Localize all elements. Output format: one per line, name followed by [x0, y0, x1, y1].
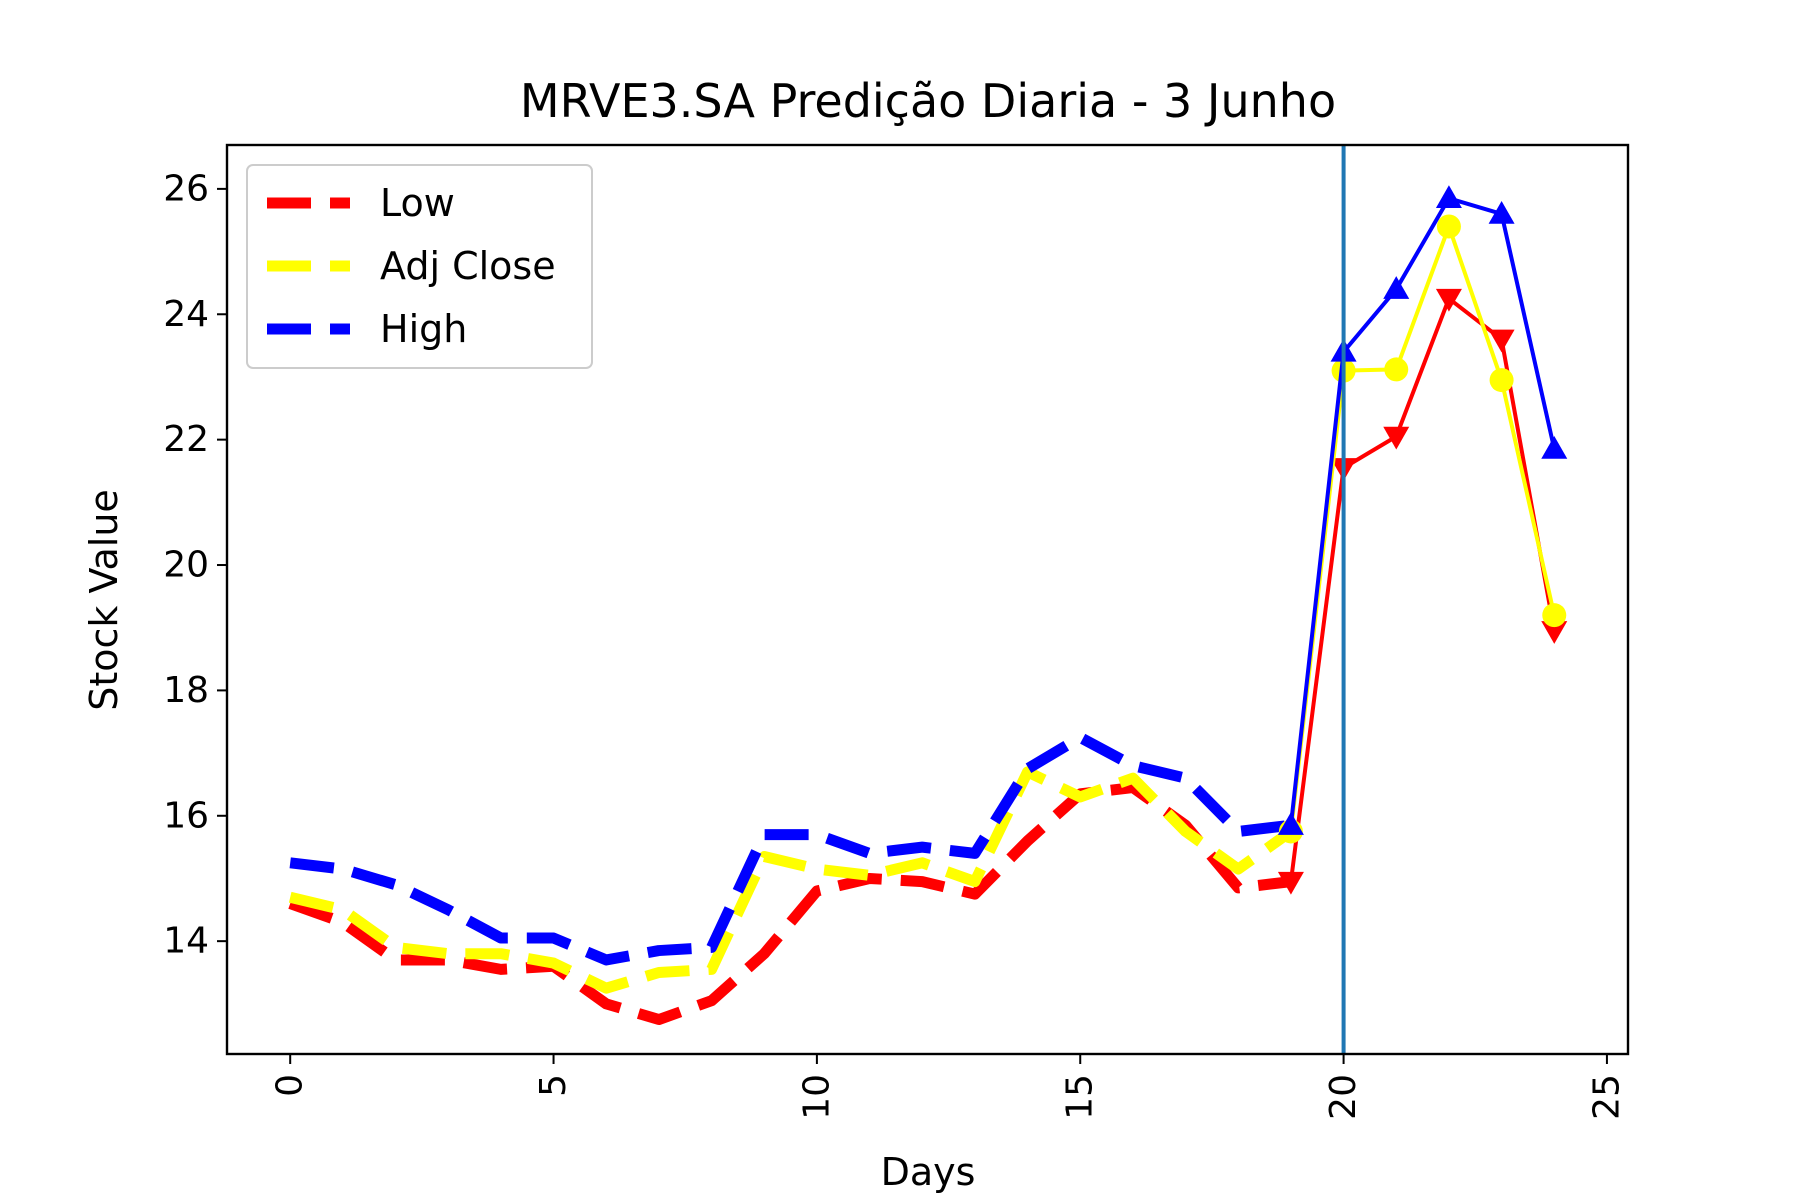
series-low-point [1435, 288, 1462, 312]
series-adj-close-point [1436, 214, 1461, 239]
series-high-point [1277, 812, 1304, 835]
series-high-point [1435, 185, 1462, 209]
x-tick-label: 0 [270, 1074, 311, 1097]
x-tick-label: 20 [1323, 1074, 1364, 1120]
chart-title: MRVE3.SA Predição Diaria - 3 Junho [520, 74, 1336, 128]
legend-box [246, 164, 593, 369]
x-tick-label: 5 [533, 1074, 574, 1097]
legend-label-adj-close: Adj Close [380, 244, 556, 288]
series-high-point [1488, 200, 1515, 224]
series-high-forecast-line [1288, 196, 1557, 826]
y-tick-label: 14 [163, 921, 209, 962]
series-low-point [1541, 621, 1568, 644]
x-tick-label: 25 [1586, 1074, 1627, 1120]
plot-series [288, 145, 1568, 1054]
legend-item-low: Low [267, 181, 455, 225]
x-tick-label: 10 [796, 1074, 837, 1120]
series-adj-close-history-line [288, 766, 1295, 994]
y-axis-title: Stock Value [82, 489, 126, 711]
x-axis-ticks: 0 5 10 15 20 25 [270, 1054, 1627, 1120]
series-adj-close-point [1384, 357, 1409, 382]
series-low-point [1383, 426, 1410, 450]
series-high-history-line [289, 731, 1292, 966]
series-low-point [1488, 329, 1515, 353]
legend-item-adj-close: Adj Close [267, 244, 556, 288]
y-tick-label: 20 [163, 545, 209, 586]
y-tick-label: 26 [163, 168, 209, 209]
y-tick-label: 24 [163, 294, 209, 335]
plot-area [288, 145, 1568, 1054]
y-axis-ticks: 14 16 18 20 22 24 26 [163, 168, 227, 962]
series-high-point [1383, 276, 1410, 299]
x-axis-title: Days [881, 1150, 976, 1194]
series-high-point [1541, 436, 1568, 459]
x-tick-label: 15 [1060, 1074, 1101, 1120]
series-low-history-line [288, 782, 1292, 1026]
legend-label-high: High [380, 307, 467, 351]
legend-label-low: Low [380, 181, 455, 225]
y-tick-label: 22 [163, 419, 209, 460]
y-tick-label: 16 [163, 795, 209, 836]
axes-frame [225, 143, 1630, 1056]
series-low-point [1277, 871, 1304, 895]
series-adj-close-point [1489, 368, 1514, 393]
legend: Low Adj Close High [246, 164, 593, 369]
y-tick-label: 18 [163, 670, 209, 711]
series-adj-close-point [1542, 603, 1567, 628]
legend-item-high: High [267, 307, 467, 351]
